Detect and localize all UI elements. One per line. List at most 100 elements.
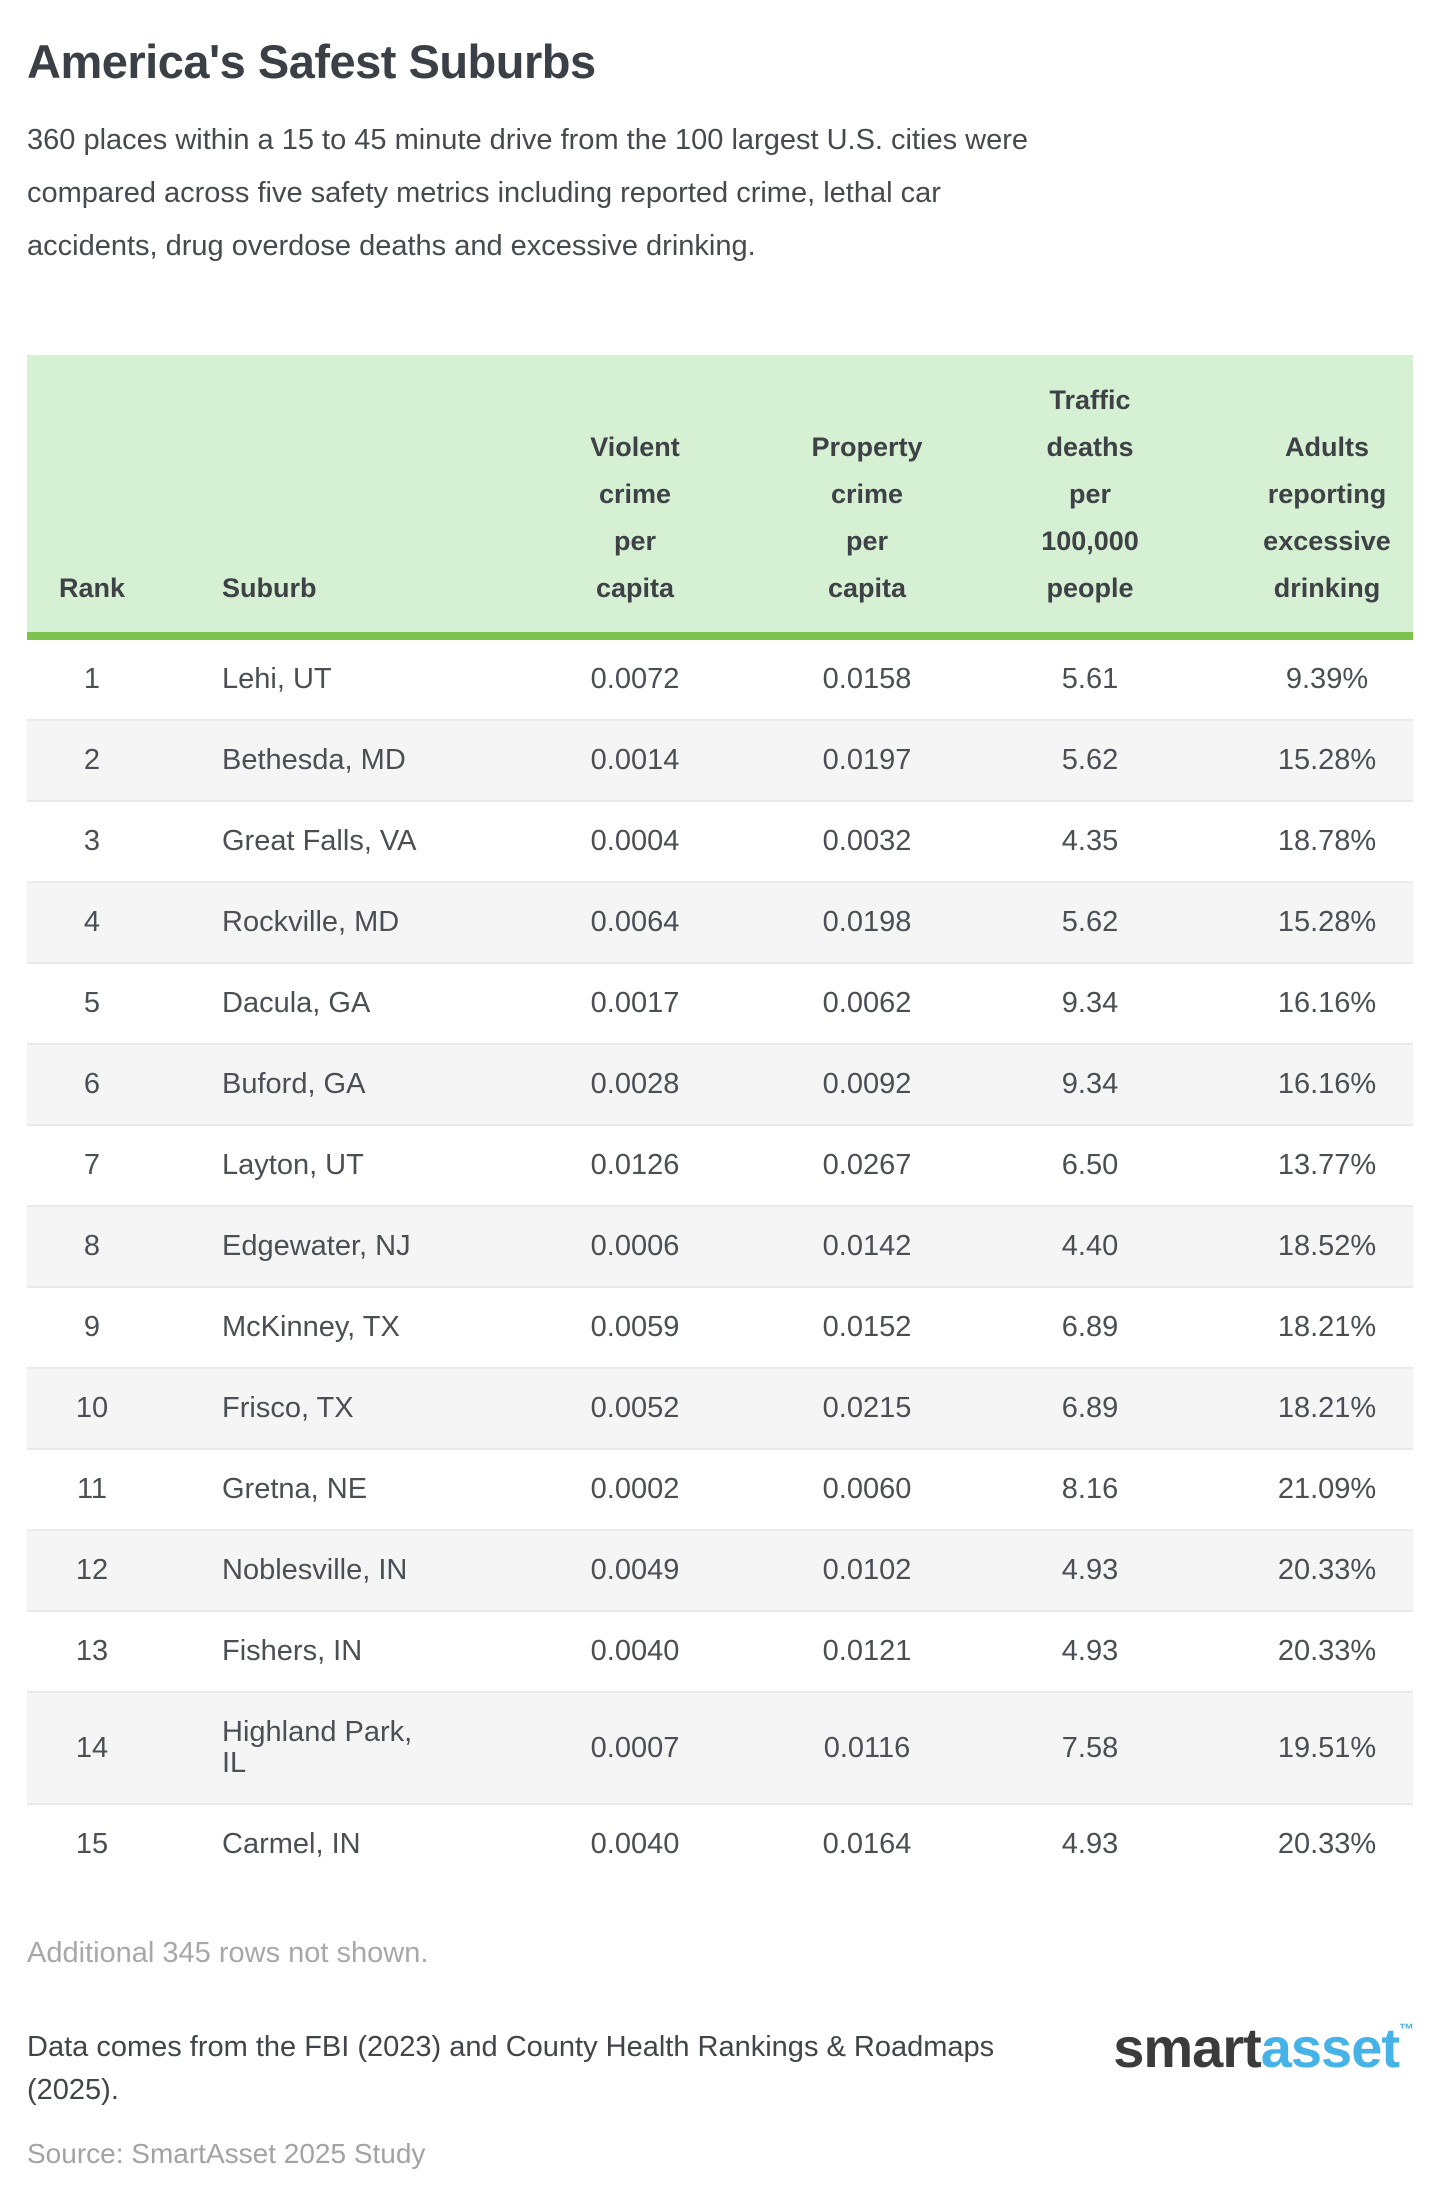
safest-suburbs-infographic: America's Safest Suburbs 360 places with… xyxy=(0,34,1440,2174)
property-crime-cell: 0.0197 xyxy=(822,744,912,776)
property-crime-cell: 0.0142 xyxy=(822,1230,912,1262)
violent-crime-cell: 0.0002 xyxy=(590,1473,680,1505)
violent-crime-cell: 0.0040 xyxy=(590,1828,680,1860)
violent-crime-cell: 0.0006 xyxy=(590,1230,680,1262)
col-header-rank: Rank xyxy=(27,355,157,640)
suburb-cell: Buford, GA xyxy=(222,1068,366,1100)
traffic-deaths-cell: 5.62 xyxy=(1061,906,1119,938)
table-body: 1 Lehi, UT 0.0072 0.0158 5.61 9.39% 2 Bethesda,… xyxy=(27,636,1413,1884)
traffic-deaths-cell: 6.89 xyxy=(1061,1311,1119,1343)
property-crime-cell: 0.0267 xyxy=(822,1149,912,1181)
property-crime-cell: 0.0215 xyxy=(822,1392,912,1424)
rank-cell: 12 xyxy=(75,1554,109,1586)
traffic-deaths-cell: 4.93 xyxy=(1061,1554,1119,1586)
property-crime-cell: 0.0198 xyxy=(822,906,912,938)
excessive-drinking-cell: 16.16% xyxy=(1277,987,1377,1019)
table-row: 10 Frisco, TX 0.0052 0.0215 6.89 18.21% xyxy=(27,1368,1413,1449)
excessive-drinking-cell: 13.77% xyxy=(1277,1149,1377,1181)
violent-crime-cell: 0.0064 xyxy=(590,906,680,938)
property-crime-cell: 0.0158 xyxy=(822,663,912,695)
suburb-cell: Rockville, MD xyxy=(222,906,400,938)
traffic-deaths-cell: 9.34 xyxy=(1061,987,1119,1019)
logo-trademark: ™ xyxy=(1399,2021,1414,2038)
excessive-drinking-cell: 20.33% xyxy=(1277,1554,1377,1586)
page-title: America's Safest Suburbs xyxy=(27,35,596,88)
rank-cell: 10 xyxy=(75,1392,109,1424)
rank-cell: 4 xyxy=(83,906,101,938)
violent-crime-cell: 0.0072 xyxy=(590,663,680,695)
suburb-cell: McKinney, TX xyxy=(222,1311,400,1343)
suburb-cell: Dacula, GA xyxy=(222,987,371,1019)
property-crime-cell: 0.0121 xyxy=(822,1635,912,1667)
rank-cell: 3 xyxy=(83,825,101,857)
suburb-cell: Gretna, NE xyxy=(222,1473,368,1505)
rank-cell: 8 xyxy=(83,1230,101,1262)
table-row: 13 Fishers, IN 0.0040 0.0121 4.93 20.33% xyxy=(27,1611,1413,1692)
excessive-drinking-cell: 9.39% xyxy=(1285,663,1369,695)
rank-cell: 2 xyxy=(83,744,101,776)
rank-cell: 1 xyxy=(83,663,101,695)
property-crime-cell: 0.0032 xyxy=(822,825,912,857)
excessive-drinking-cell: 18.21% xyxy=(1277,1392,1377,1424)
violent-crime-cell: 0.0126 xyxy=(590,1149,680,1181)
traffic-deaths-cell: 8.16 xyxy=(1061,1473,1119,1505)
table-row: 11 Gretna, NE 0.0002 0.0060 8.16 21.09% xyxy=(27,1449,1413,1530)
table-row: 12 Noblesville, IN 0.0049 0.0102 4.93 20.33% xyxy=(27,1530,1413,1611)
suburb-cell: Layton, UT xyxy=(222,1149,364,1181)
excessive-drinking-cell: 20.33% xyxy=(1277,1828,1377,1860)
col-header-suburb: Suburb xyxy=(157,355,520,640)
excessive-drinking-cell: 15.28% xyxy=(1277,744,1377,776)
table-header-row: Rank Suburb Violent crime per capita Pro… xyxy=(27,355,1413,640)
excessive-drinking-cell: 16.16% xyxy=(1277,1068,1377,1100)
violent-crime-cell: 0.0052 xyxy=(590,1392,680,1424)
traffic-deaths-cell: 5.61 xyxy=(1061,663,1119,695)
suburb-cell: Carmel, IN xyxy=(222,1828,361,1860)
property-crime-cell: 0.0116 xyxy=(823,1731,911,1764)
table-row: 14 Highland Park, IL 0.0007 0.0116 7.58 19.51… xyxy=(27,1692,1413,1804)
table-header: Rank Suburb Violent crime per capita Pro… xyxy=(27,355,1413,640)
excessive-drinking-cell: 18.78% xyxy=(1277,825,1377,857)
violent-crime-cell: 0.0007 xyxy=(590,1731,680,1764)
table-row: 1 Lehi, UT 0.0072 0.0158 5.61 9.39% xyxy=(27,636,1413,720)
col-header-excessive-drinking: Adults reporting excessive drinking xyxy=(1196,355,1413,640)
col-header-traffic-deaths: Traffic deaths per 100,000 people xyxy=(984,355,1196,640)
rank-cell: 15 xyxy=(75,1828,109,1860)
rank-cell: 13 xyxy=(75,1635,109,1667)
col-header-property-crime: Property crime per capita xyxy=(750,355,984,640)
footer: Data comes from the FBI (2023) and Count… xyxy=(27,2020,1414,2112)
excessive-drinking-cell: 18.21% xyxy=(1277,1311,1377,1343)
source-text: Source: SmartAsset 2025 Study xyxy=(27,2138,426,2169)
excessive-drinking-cell: 18.52% xyxy=(1277,1230,1377,1262)
rank-cell: 7 xyxy=(83,1149,101,1181)
traffic-deaths-cell: 4.40 xyxy=(1061,1230,1119,1262)
col-header-violent-crime: Violent crime per capita xyxy=(520,355,750,640)
suburb-cell: Bethesda, MD xyxy=(222,744,406,776)
subtitle: 360 places within a 15 to 45 minute driv… xyxy=(27,124,1029,262)
property-crime-cell: 0.0102 xyxy=(822,1554,912,1586)
property-crime-cell: 0.0062 xyxy=(822,987,912,1019)
violent-crime-cell: 0.0014 xyxy=(590,744,680,776)
violent-crime-cell: 0.0017 xyxy=(590,987,680,1019)
smartasset-logo: smartasset™ xyxy=(1113,2020,1414,2076)
traffic-deaths-cell: 9.34 xyxy=(1061,1068,1119,1100)
excessive-drinking-cell: 21.09% xyxy=(1277,1473,1377,1505)
logo-text-smart: smart xyxy=(1113,2016,1262,2079)
property-crime-cell: 0.0164 xyxy=(822,1828,912,1860)
table-row: 9 McKinney, TX 0.0059 0.0152 6.89 18.21% xyxy=(27,1287,1413,1368)
table-row: 5 Dacula, GA 0.0017 0.0062 9.34 16.16% xyxy=(27,963,1413,1044)
table-row: 8 Edgewater, NJ 0.0006 0.0142 4.40 18.52% xyxy=(27,1206,1413,1287)
table-row: 6 Buford, GA 0.0028 0.0092 9.34 16.16% xyxy=(27,1044,1413,1125)
suburb-cell: Highland Park, IL xyxy=(222,1716,413,1779)
traffic-deaths-cell: 6.89 xyxy=(1061,1392,1119,1424)
table-row: 15 Carmel, IN 0.0040 0.0164 4.93 20.33% xyxy=(27,1804,1413,1884)
suburb-cell: Noblesville, IN xyxy=(222,1554,408,1586)
table-row: 7 Layton, UT 0.0126 0.0267 6.50 13.77% xyxy=(27,1125,1413,1206)
traffic-deaths-cell: 5.62 xyxy=(1061,744,1119,776)
rank-cell: 5 xyxy=(83,987,101,1019)
violent-crime-cell: 0.0049 xyxy=(590,1554,680,1586)
traffic-deaths-cell: 7.58 xyxy=(1061,1731,1119,1764)
rank-cell: 9 xyxy=(83,1311,101,1343)
violent-crime-cell: 0.0059 xyxy=(590,1311,680,1343)
rank-cell: 6 xyxy=(83,1068,101,1100)
excessive-drinking-cell: 19.51% xyxy=(1277,1731,1377,1764)
